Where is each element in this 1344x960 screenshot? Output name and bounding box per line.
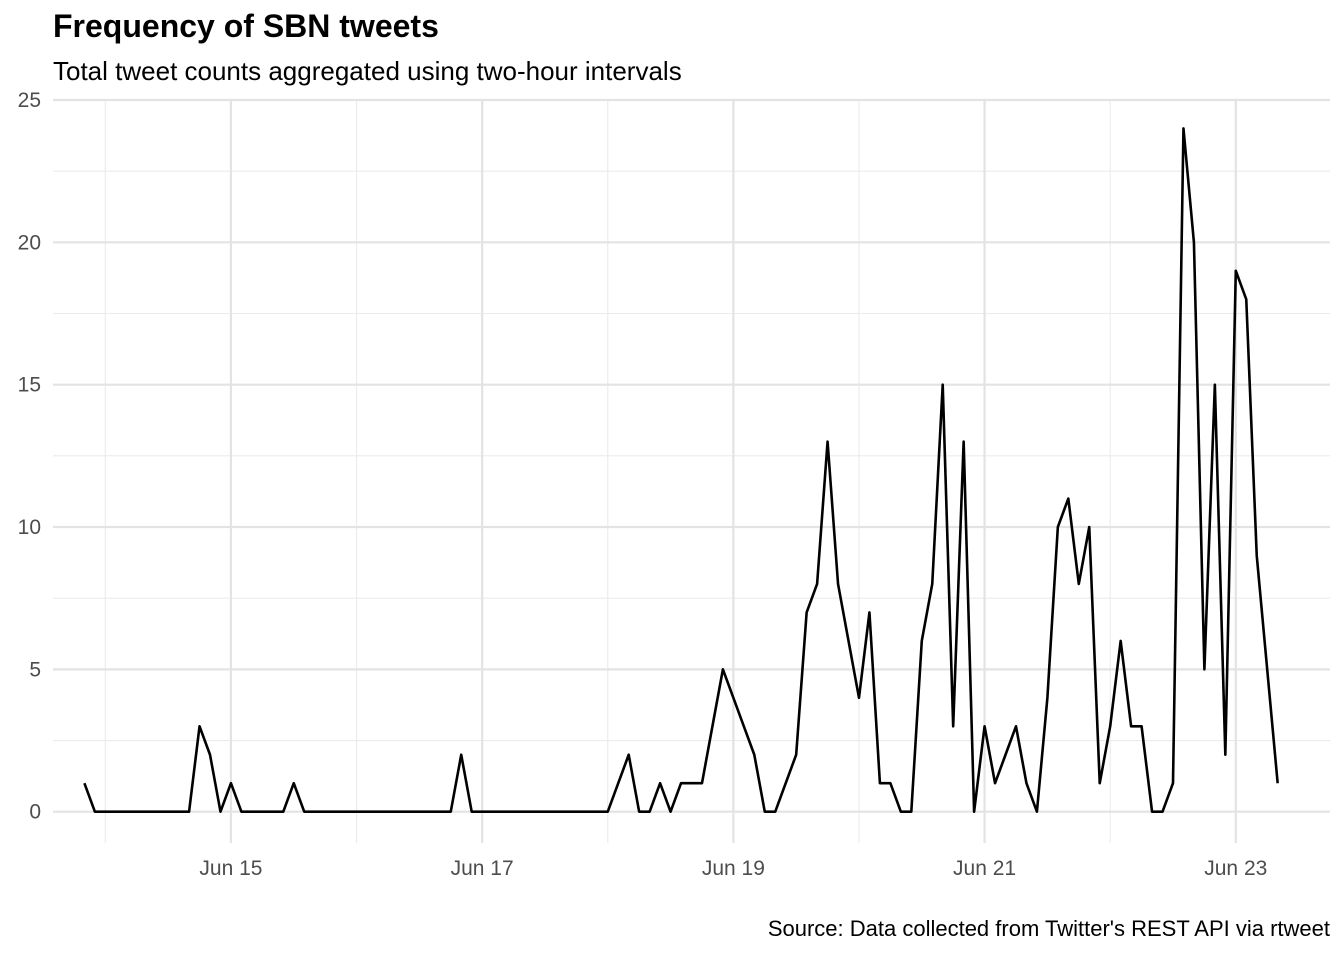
x-axis-tick-labels: Jun 15 Jun 17 Jun 19 Jun 21 Jun 23	[199, 857, 1267, 880]
chart-subtitle: Total tweet counts aggregated using two-…	[53, 56, 682, 86]
major-x-gridlines	[229, 100, 1237, 843]
minor-y-gridlines	[53, 170, 1330, 742]
y-tick-label: 20	[18, 231, 41, 254]
x-tick-label: Jun 21	[953, 857, 1016, 880]
y-tick-label: 5	[29, 658, 41, 681]
y-axis-tick-labels: 0 5 10 15 20 25	[18, 89, 41, 824]
x-tick-label: Jun 19	[702, 857, 765, 880]
series-line	[83, 127, 1279, 813]
x-tick-label: Jun 15	[199, 857, 262, 880]
y-tick-label: 25	[18, 89, 41, 112]
series-layer	[83, 127, 1279, 813]
chart-title: Frequency of SBN tweets	[53, 8, 439, 44]
chart-caption: Source: Data collected from Twitter's RE…	[767, 916, 1330, 941]
x-tick-label: Jun 17	[451, 857, 514, 880]
minor-x-gridlines	[104, 100, 1111, 843]
y-tick-label: 0	[29, 801, 41, 824]
x-tick-label: Jun 23	[1204, 857, 1267, 880]
y-tick-label: 15	[18, 374, 41, 397]
y-tick-label: 10	[18, 516, 41, 539]
